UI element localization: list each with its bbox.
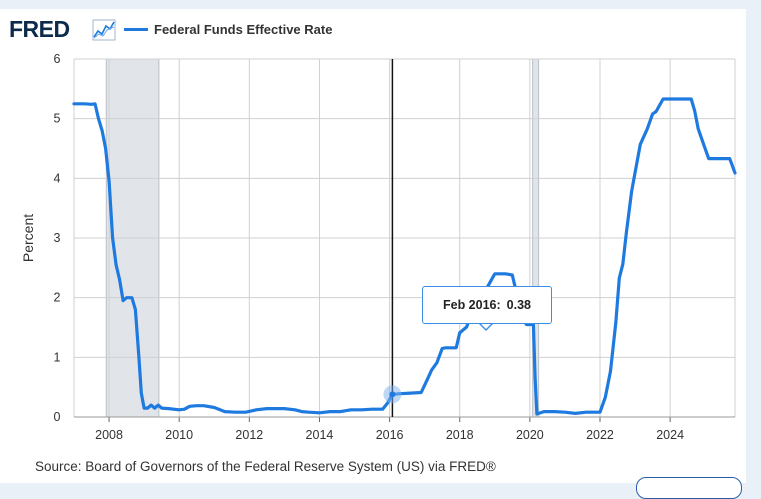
tooltip-value: 0.38 [506, 298, 531, 312]
partial-button[interactable] [636, 477, 742, 499]
tooltip-date: Feb 2016: [442, 298, 501, 312]
x-tick-label-2010: 2010 [165, 428, 193, 442]
x-tick-label-2012: 2012 [235, 428, 263, 442]
tooltip-tail-inner [479, 322, 493, 329]
series-line-0 [72, 97, 737, 416]
legend-swatch [124, 27, 148, 31]
x-tick-label-2020: 2020 [516, 428, 544, 442]
hover-point [389, 391, 396, 398]
hover-tooltip: Feb 2016: 0.38 [422, 286, 552, 324]
y-tick-label-1: 1 [54, 350, 61, 364]
y-tick-label-3: 3 [54, 231, 61, 245]
x-tick-label-2022: 2022 [586, 428, 614, 442]
line-chart[interactable]: 0 1 2 3 4 5 6 2008 2010 2012 2014 2016 2018 2020 2022 2… [0, 0, 761, 483]
legend-label: Federal Funds Effective Rate [154, 21, 333, 37]
y-tick-label-2: 2 [54, 291, 61, 305]
source-note: Source: Board of Governors of the Federa… [35, 459, 496, 474]
chart-legend: Federal Funds Effective Rate [124, 20, 332, 38]
y-tick-label-4: 4 [54, 171, 61, 185]
y-tick-label-0: 0 [54, 410, 61, 424]
x-tick-label-2016: 2016 [376, 428, 404, 442]
fred-logo[interactable]: FRED [9, 16, 70, 42]
x-tick-label-2008: 2008 [95, 428, 123, 442]
y-tick-label-6: 6 [54, 52, 61, 66]
y-tick-label-5: 5 [54, 112, 61, 126]
line-graph-icon [92, 19, 116, 41]
x-tick-label-2018: 2018 [446, 428, 474, 442]
x-tick-label-2014: 2014 [306, 428, 334, 442]
x-tick-label-2024: 2024 [656, 428, 684, 442]
y-axis-title: Percent [20, 214, 36, 262]
